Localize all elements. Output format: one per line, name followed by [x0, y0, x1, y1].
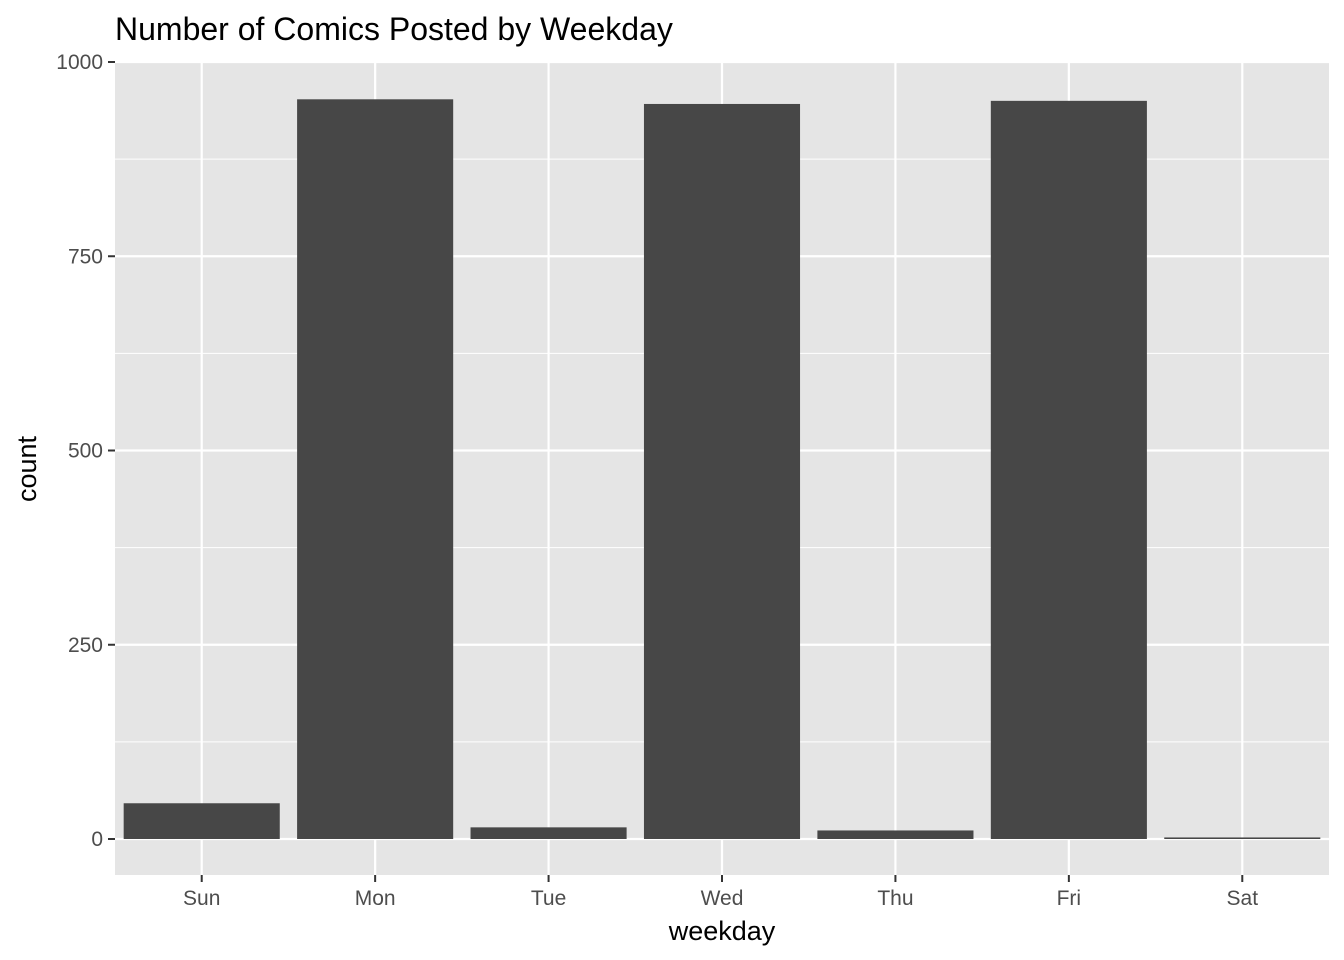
x-tick-label: Fri: [1057, 887, 1082, 910]
y-axis-title: count: [12, 435, 42, 502]
x-axis-title: weekday: [668, 916, 776, 946]
x-tick-label: Tue: [531, 887, 566, 910]
x-axis: Sun Mon Tue Wed Thu Fri Sat: [183, 875, 1258, 910]
x-tick-label: Sat: [1227, 887, 1259, 910]
bar-tue: [470, 827, 627, 839]
x-tick-label: Wed: [701, 887, 744, 910]
chart-title: Number of Comics Posted by Weekday: [115, 11, 673, 47]
x-tick-label: Sun: [183, 887, 220, 910]
y-tick-label: 0: [91, 828, 103, 851]
x-tick-label: Thu: [877, 887, 913, 910]
bar-thu: [817, 830, 974, 839]
bar-sun: [123, 803, 280, 839]
y-tick-label: 750: [68, 245, 103, 268]
bar-fri: [990, 100, 1147, 840]
y-tick-label: 250: [68, 634, 103, 657]
bar-sat: [1164, 837, 1321, 839]
y-axis: 0 250 500 750 1000: [56, 51, 115, 851]
x-tick-label: Mon: [355, 887, 396, 910]
bar-wed: [643, 103, 801, 839]
y-tick-label: 500: [68, 440, 103, 463]
bars: [123, 99, 1321, 840]
y-tick-label: 1000: [56, 51, 103, 74]
bar-mon: [297, 99, 454, 839]
